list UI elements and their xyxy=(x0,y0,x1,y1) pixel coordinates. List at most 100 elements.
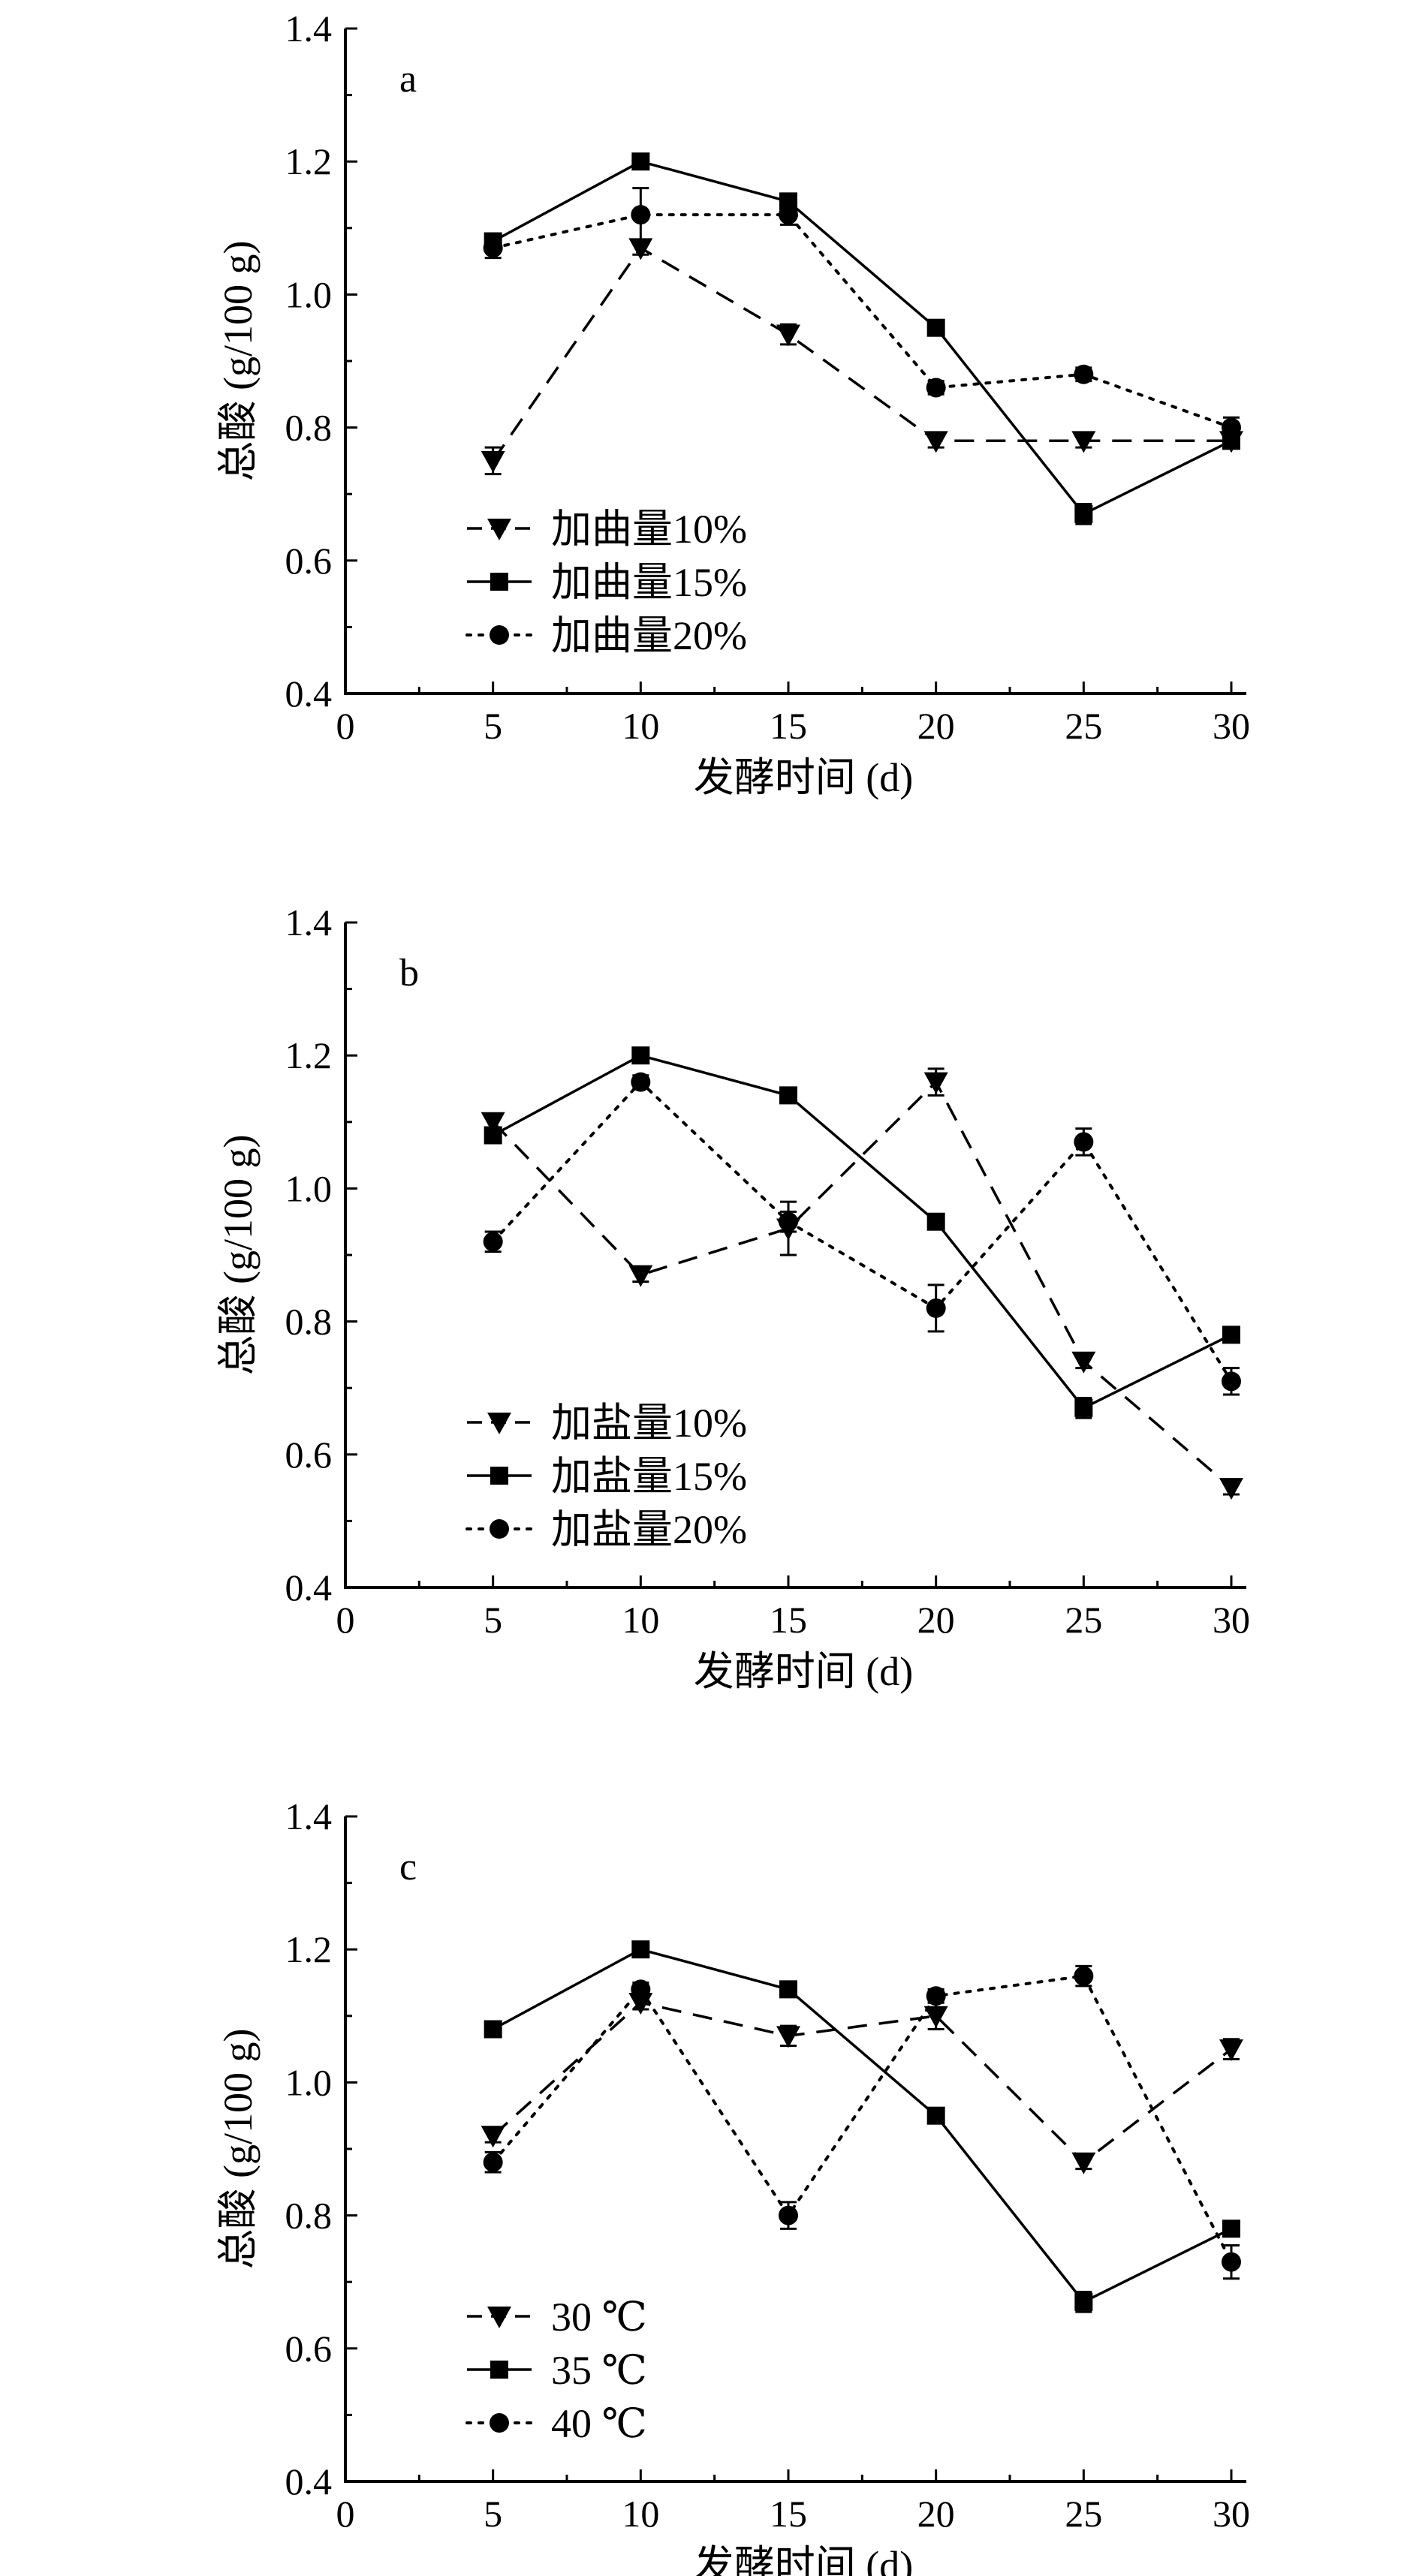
data-point xyxy=(926,1212,945,1231)
series-line xyxy=(492,2001,1233,2165)
data-point xyxy=(1074,504,1093,523)
data-point xyxy=(926,378,946,398)
y-axis-title: 总酸 (g/100 g) xyxy=(215,1135,261,1376)
x-tick-label: 5 xyxy=(484,705,502,747)
data-point xyxy=(1074,364,1094,384)
legend-marker xyxy=(487,1413,511,1434)
legend-label: 加盐量10% xyxy=(551,1401,747,1446)
data-point xyxy=(923,2006,948,2028)
series-line xyxy=(491,1079,1233,1383)
x-tick-label: 15 xyxy=(770,1599,807,1641)
y-tick-label: 1.0 xyxy=(285,1167,333,1209)
y-tick-label: 0.6 xyxy=(285,1434,333,1476)
y-tick-label: 0.8 xyxy=(285,407,333,449)
x-tick-label: 0 xyxy=(336,2493,355,2535)
x-tick-label: 10 xyxy=(622,705,659,747)
series-line xyxy=(491,1974,1233,2264)
data-point xyxy=(779,1211,798,1232)
data-point xyxy=(1071,431,1096,453)
legend-label: 加盐量15% xyxy=(551,1454,747,1499)
legend-marker xyxy=(490,573,508,591)
data-point xyxy=(1222,1326,1240,1344)
data-point xyxy=(1074,2292,1093,2311)
chart-panel-b: 0.4 0.6 0.8 1.0 1.2 1.4 0 5 10 15 20 25 30 发酵时间 (d) 总酸… xyxy=(215,901,1250,1694)
legend-marker xyxy=(487,2307,511,2328)
legend-marker xyxy=(490,2413,509,2433)
x-tick-label: 20 xyxy=(917,1599,955,1641)
series-line xyxy=(492,246,1231,462)
y-axis-title: 总酸 (g/100 g) xyxy=(215,241,261,482)
x-tick-label: 15 xyxy=(770,2493,807,2535)
y-tick-label: 1.0 xyxy=(285,2061,333,2103)
x-tick-label: 30 xyxy=(1213,2493,1250,2535)
x-axis-title: 发酵时间 (d) xyxy=(694,2543,913,2576)
x-tick-label: 20 xyxy=(917,2493,955,2535)
data-point xyxy=(481,2126,505,2148)
series-line xyxy=(491,213,1233,429)
legend-label: 加曲量10% xyxy=(551,507,747,552)
data-point xyxy=(631,205,651,225)
x-tick-label: 10 xyxy=(622,2493,659,2535)
legend-label: 35 ℃ xyxy=(551,2348,647,2393)
legend-label: 加曲量20% xyxy=(551,613,747,658)
legend-label: 30 ℃ xyxy=(551,2295,647,2340)
data-point xyxy=(779,2205,798,2225)
x-tick-label: 25 xyxy=(1065,2493,1102,2535)
series-line xyxy=(492,1079,1233,1489)
series-line xyxy=(492,1948,1232,2304)
data-point xyxy=(631,1046,650,1065)
legend: 30 ℃ 35 ℃ 40 ℃ xyxy=(465,2295,647,2446)
legend: 加盐量10% 加盐量15% 加盐量20% xyxy=(465,1401,747,1552)
x-tick-label: 30 xyxy=(1213,1599,1250,1641)
panel-label: a xyxy=(399,58,417,101)
data-point xyxy=(1222,417,1241,438)
data-point xyxy=(1222,2252,1241,2272)
data-point xyxy=(481,1112,505,1134)
y-tick-label: 1.2 xyxy=(285,1034,333,1076)
legend-marker xyxy=(490,1519,509,1539)
data-point xyxy=(1071,1351,1096,1374)
legend-label: 40 ℃ xyxy=(551,2401,647,2446)
series-2 xyxy=(483,1072,1241,1396)
legend-label: 加曲量15% xyxy=(551,560,747,605)
x-axis-title: 发酵时间 (d) xyxy=(694,755,913,800)
x-axis-title: 发酵时间 (d) xyxy=(694,1649,913,1694)
x-tick-label: 15 xyxy=(770,705,807,747)
series-line xyxy=(492,160,1232,516)
series-line xyxy=(492,1054,1232,1410)
data-point xyxy=(926,1298,946,1318)
data-point xyxy=(628,238,653,260)
data-point xyxy=(926,2106,945,2125)
chart-panel-a: 0.4 0.6 0.8 1.0 1.2 1.4 0 5 10 15 20 25 30 发酵时间 (d) 总酸… xyxy=(215,8,1250,800)
series-1 xyxy=(484,1046,1240,1419)
legend: 加曲量10% 加曲量15% 加曲量20% xyxy=(465,507,747,658)
y-tick-label: 0.4 xyxy=(285,673,333,715)
legend-marker xyxy=(487,519,511,540)
data-point xyxy=(631,1940,650,1959)
data-point xyxy=(1074,1398,1093,1417)
x-tick-label: 0 xyxy=(336,1599,355,1641)
data-point xyxy=(923,1072,948,1094)
data-point xyxy=(631,152,650,171)
data-point xyxy=(1219,1478,1243,1500)
series-0 xyxy=(481,238,1243,476)
legend-marker xyxy=(490,625,509,645)
x-tick-label: 25 xyxy=(1065,705,1102,747)
y-tick-label: 0.4 xyxy=(285,2460,333,2502)
data-point xyxy=(1074,1132,1094,1152)
data-point xyxy=(628,1265,653,1287)
data-point xyxy=(776,2026,800,2048)
data-point xyxy=(1074,1966,1094,1986)
data-point xyxy=(1219,2039,1243,2062)
legend-marker xyxy=(490,1467,508,1485)
x-tick-label: 5 xyxy=(484,2493,502,2535)
data-point xyxy=(631,1072,651,1092)
data-point xyxy=(1222,1371,1241,1392)
y-tick-label: 0.4 xyxy=(285,1566,333,1608)
x-tick-label: 5 xyxy=(484,1599,502,1641)
data-point xyxy=(926,318,945,337)
data-point xyxy=(483,238,503,258)
data-point xyxy=(481,450,505,473)
panel-label: b xyxy=(399,952,419,995)
